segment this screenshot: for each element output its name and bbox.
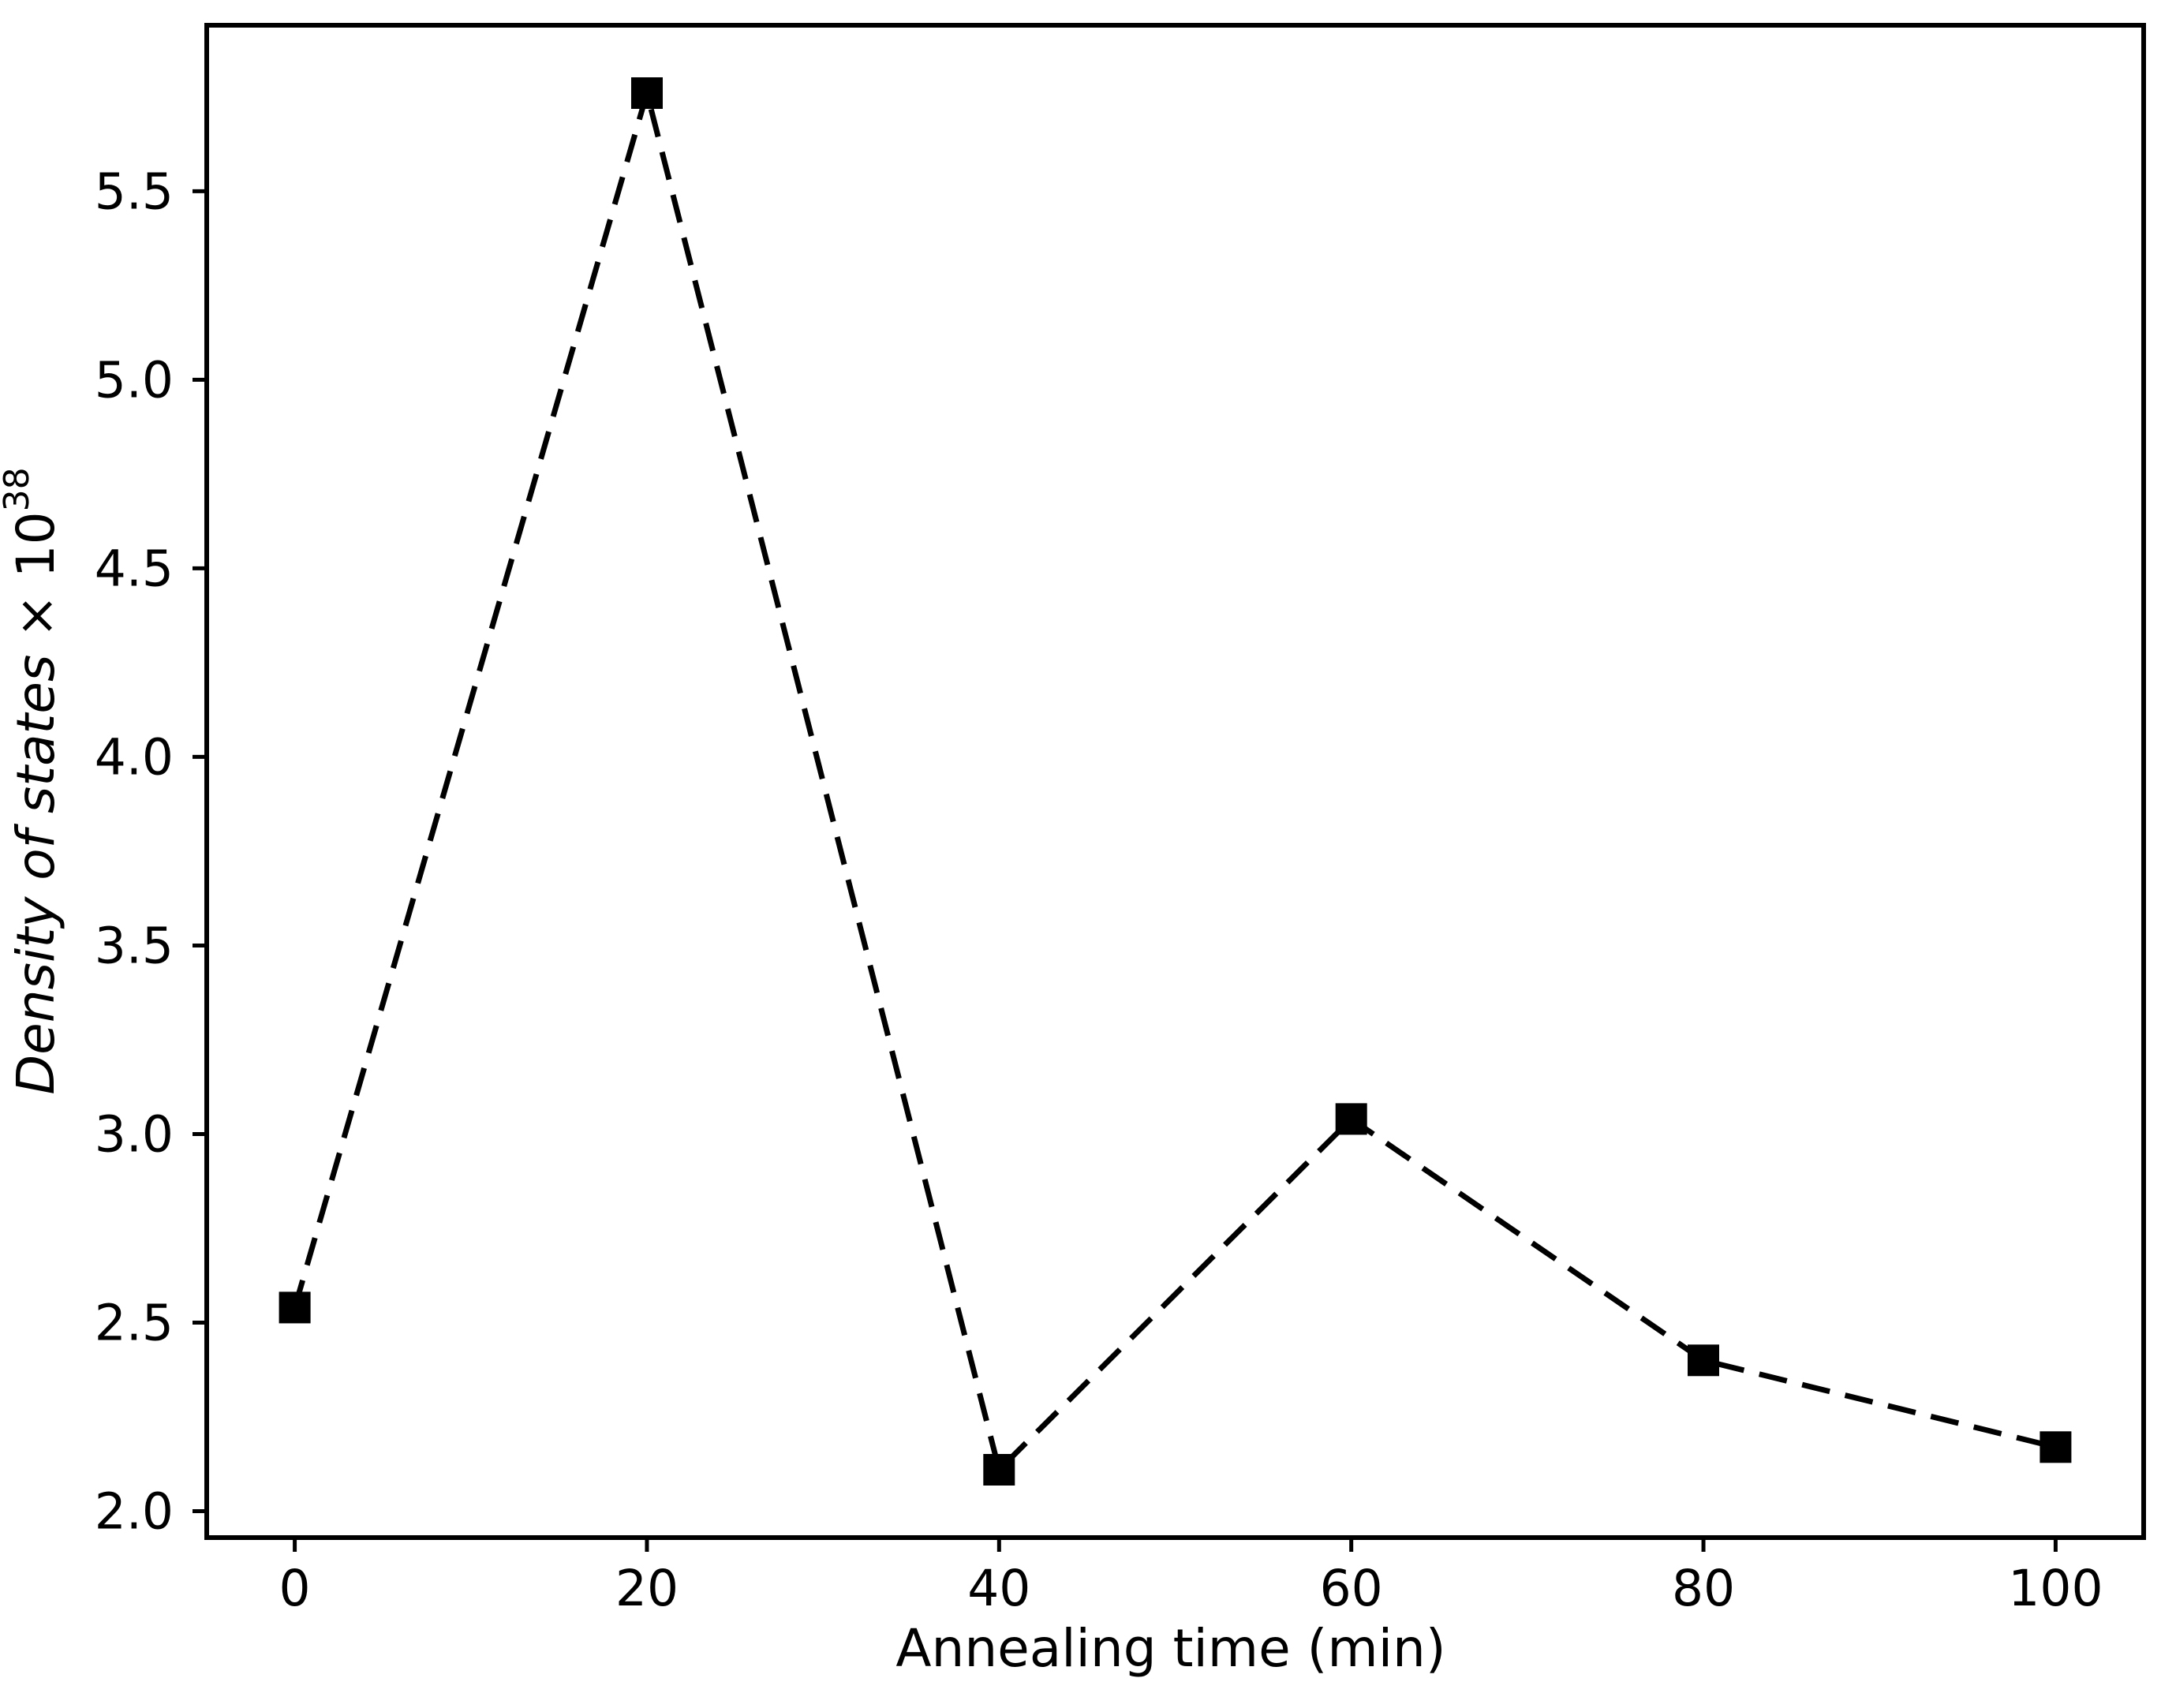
- y-axis-label-part: 38: [0, 467, 37, 511]
- x-tick-label: 40: [967, 1560, 1030, 1617]
- y-tick-label: 3.5: [95, 917, 174, 974]
- data-point-marker: [631, 77, 663, 109]
- data-series: [279, 77, 2072, 1486]
- x-tick-label: 60: [1320, 1560, 1383, 1617]
- data-point-marker: [279, 1291, 311, 1324]
- y-tick-label: 5.0: [95, 351, 174, 409]
- x-tick-label: 100: [2008, 1560, 2103, 1617]
- x-axis-label: Annealing time (min): [895, 1618, 1445, 1679]
- y-axis-label-part: Density of states: [6, 638, 66, 1095]
- plot-area-border: [204, 23, 2146, 1540]
- data-point-marker: [1688, 1344, 1719, 1377]
- x-tick-label: 80: [1672, 1560, 1735, 1617]
- data-point-marker: [983, 1454, 1015, 1486]
- x-tick-label: 20: [615, 1560, 679, 1617]
- y-tick-label: 2.0: [95, 1483, 174, 1541]
- y-axis-label: Density of states × 1038: [0, 467, 66, 1094]
- y-axis-label-part: × 10: [6, 511, 66, 637]
- y-tick-label: 5.5: [95, 163, 174, 220]
- y-axis-ticks: 2.0 2.5 3.0 3.5 4.0 4.5 5.0 5.5: [95, 163, 207, 1541]
- x-tick-label: 0: [279, 1560, 311, 1617]
- y-tick-label: 4.0: [95, 728, 174, 786]
- y-tick-label: 3.0: [95, 1105, 174, 1163]
- series-line: [292, 82, 2057, 1475]
- y-tick-label: 2.5: [95, 1295, 174, 1352]
- data-point-marker: [2040, 1431, 2072, 1463]
- data-point-marker: [1335, 1103, 1367, 1135]
- x-axis-ticks: 0 20 40 60 80 100: [279, 1538, 2103, 1617]
- y-tick-label: 4.5: [95, 540, 174, 597]
